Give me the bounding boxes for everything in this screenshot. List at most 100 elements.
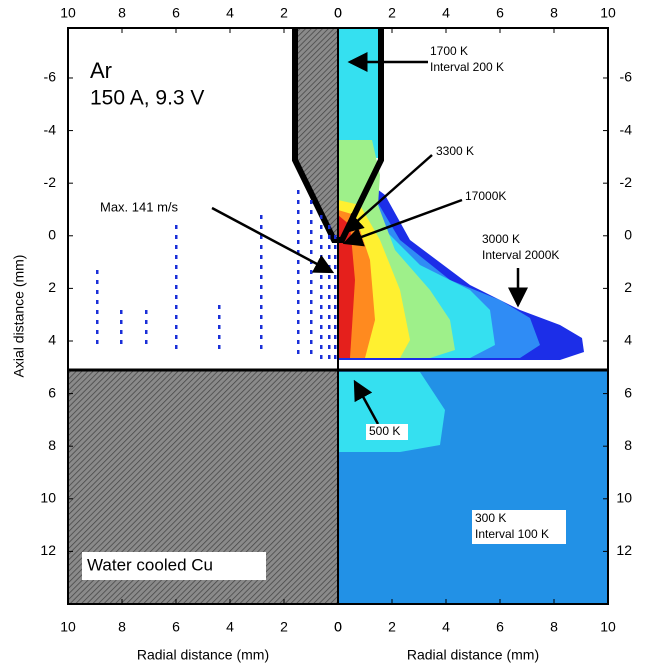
vector	[328, 225, 331, 229]
x-tick-label: 10	[60, 5, 76, 21]
y-tick-label: 4	[48, 332, 56, 348]
y-tick-label: 6	[624, 384, 632, 400]
annotation: 1700 K	[430, 44, 468, 58]
x-tick-label: 0	[334, 619, 342, 635]
annotation: 300 K	[475, 511, 506, 525]
vector	[120, 340, 123, 344]
x-tick-label: 10	[600, 619, 616, 635]
y-tick-label: 2	[48, 279, 56, 295]
y-tick-label: 12	[616, 542, 632, 558]
vector	[334, 295, 337, 299]
vector	[218, 325, 221, 329]
vector	[310, 350, 313, 354]
x-axis-label: Radial distance (mm)	[137, 647, 269, 663]
vector	[328, 355, 331, 359]
y-tick-label: 10	[616, 489, 632, 505]
vector	[328, 245, 331, 249]
annotation: 500 K	[369, 424, 400, 438]
vector	[297, 340, 300, 344]
y-tick-label: -4	[620, 121, 633, 137]
electrode-hatch	[295, 28, 338, 240]
vector	[120, 310, 123, 314]
vector	[145, 320, 148, 324]
vector	[320, 325, 323, 329]
vector	[175, 225, 178, 229]
y-tick-label: -2	[44, 174, 57, 190]
annotation: Interval 200 K	[430, 60, 504, 74]
vector	[297, 270, 300, 274]
vector	[334, 265, 337, 269]
x-tick-label: 2	[388, 619, 396, 635]
vector	[310, 210, 313, 214]
contour	[338, 215, 355, 358]
vector	[175, 245, 178, 249]
vector	[334, 255, 337, 259]
vector	[334, 355, 337, 359]
vector	[218, 315, 221, 319]
vector	[320, 235, 323, 239]
vector	[96, 340, 99, 344]
vector	[96, 330, 99, 334]
vector	[328, 265, 331, 269]
vector	[320, 285, 323, 289]
vector	[328, 275, 331, 279]
vector	[218, 305, 221, 309]
x-tick-label: 10	[600, 5, 616, 21]
vector	[175, 325, 178, 329]
vector	[297, 190, 300, 194]
vector	[260, 215, 263, 219]
label-box	[82, 552, 266, 580]
vector	[260, 305, 263, 309]
vector	[310, 330, 313, 334]
vector	[320, 275, 323, 279]
vector	[145, 310, 148, 314]
vector	[310, 270, 313, 274]
annotation: Water cooled Cu	[87, 555, 213, 574]
vector	[96, 300, 99, 304]
vector	[297, 320, 300, 324]
vector	[328, 315, 331, 319]
y-tick-label: 2	[624, 279, 632, 295]
vector	[328, 335, 331, 339]
vector	[320, 225, 323, 229]
y-tick-label: -4	[44, 121, 57, 137]
vector	[328, 305, 331, 309]
vector	[297, 350, 300, 354]
vector	[175, 345, 178, 349]
vector	[260, 325, 263, 329]
vector	[96, 320, 99, 324]
vector	[310, 230, 313, 234]
x-tick-label: 0	[334, 5, 342, 21]
vector	[310, 250, 313, 254]
vector	[297, 300, 300, 304]
y-tick-label: 10	[40, 489, 56, 505]
x-tick-label: 2	[280, 619, 288, 635]
vector	[297, 200, 300, 204]
vector	[145, 340, 148, 344]
vector	[310, 240, 313, 244]
x-tick-label: 6	[496, 619, 504, 635]
vector	[218, 345, 221, 349]
vector	[328, 235, 331, 239]
x-tick-label: 2	[388, 5, 396, 21]
arrow	[343, 154, 433, 234]
vector	[310, 300, 313, 304]
vector	[320, 255, 323, 259]
vector	[320, 315, 323, 319]
vector	[297, 280, 300, 284]
y-tick-label: -2	[620, 174, 633, 190]
x-tick-label: 8	[550, 619, 558, 635]
vector	[310, 220, 313, 224]
vector	[334, 335, 337, 339]
vector	[260, 345, 263, 349]
vector	[320, 335, 323, 339]
x-tick-label: 10	[60, 619, 76, 635]
vector	[310, 290, 313, 294]
vector	[328, 325, 331, 329]
vector	[260, 315, 263, 319]
vector	[260, 275, 263, 279]
vector	[175, 255, 178, 259]
velocity-vectors	[96, 190, 337, 359]
label-box	[472, 510, 566, 544]
y-tick-label: 12	[40, 542, 56, 558]
